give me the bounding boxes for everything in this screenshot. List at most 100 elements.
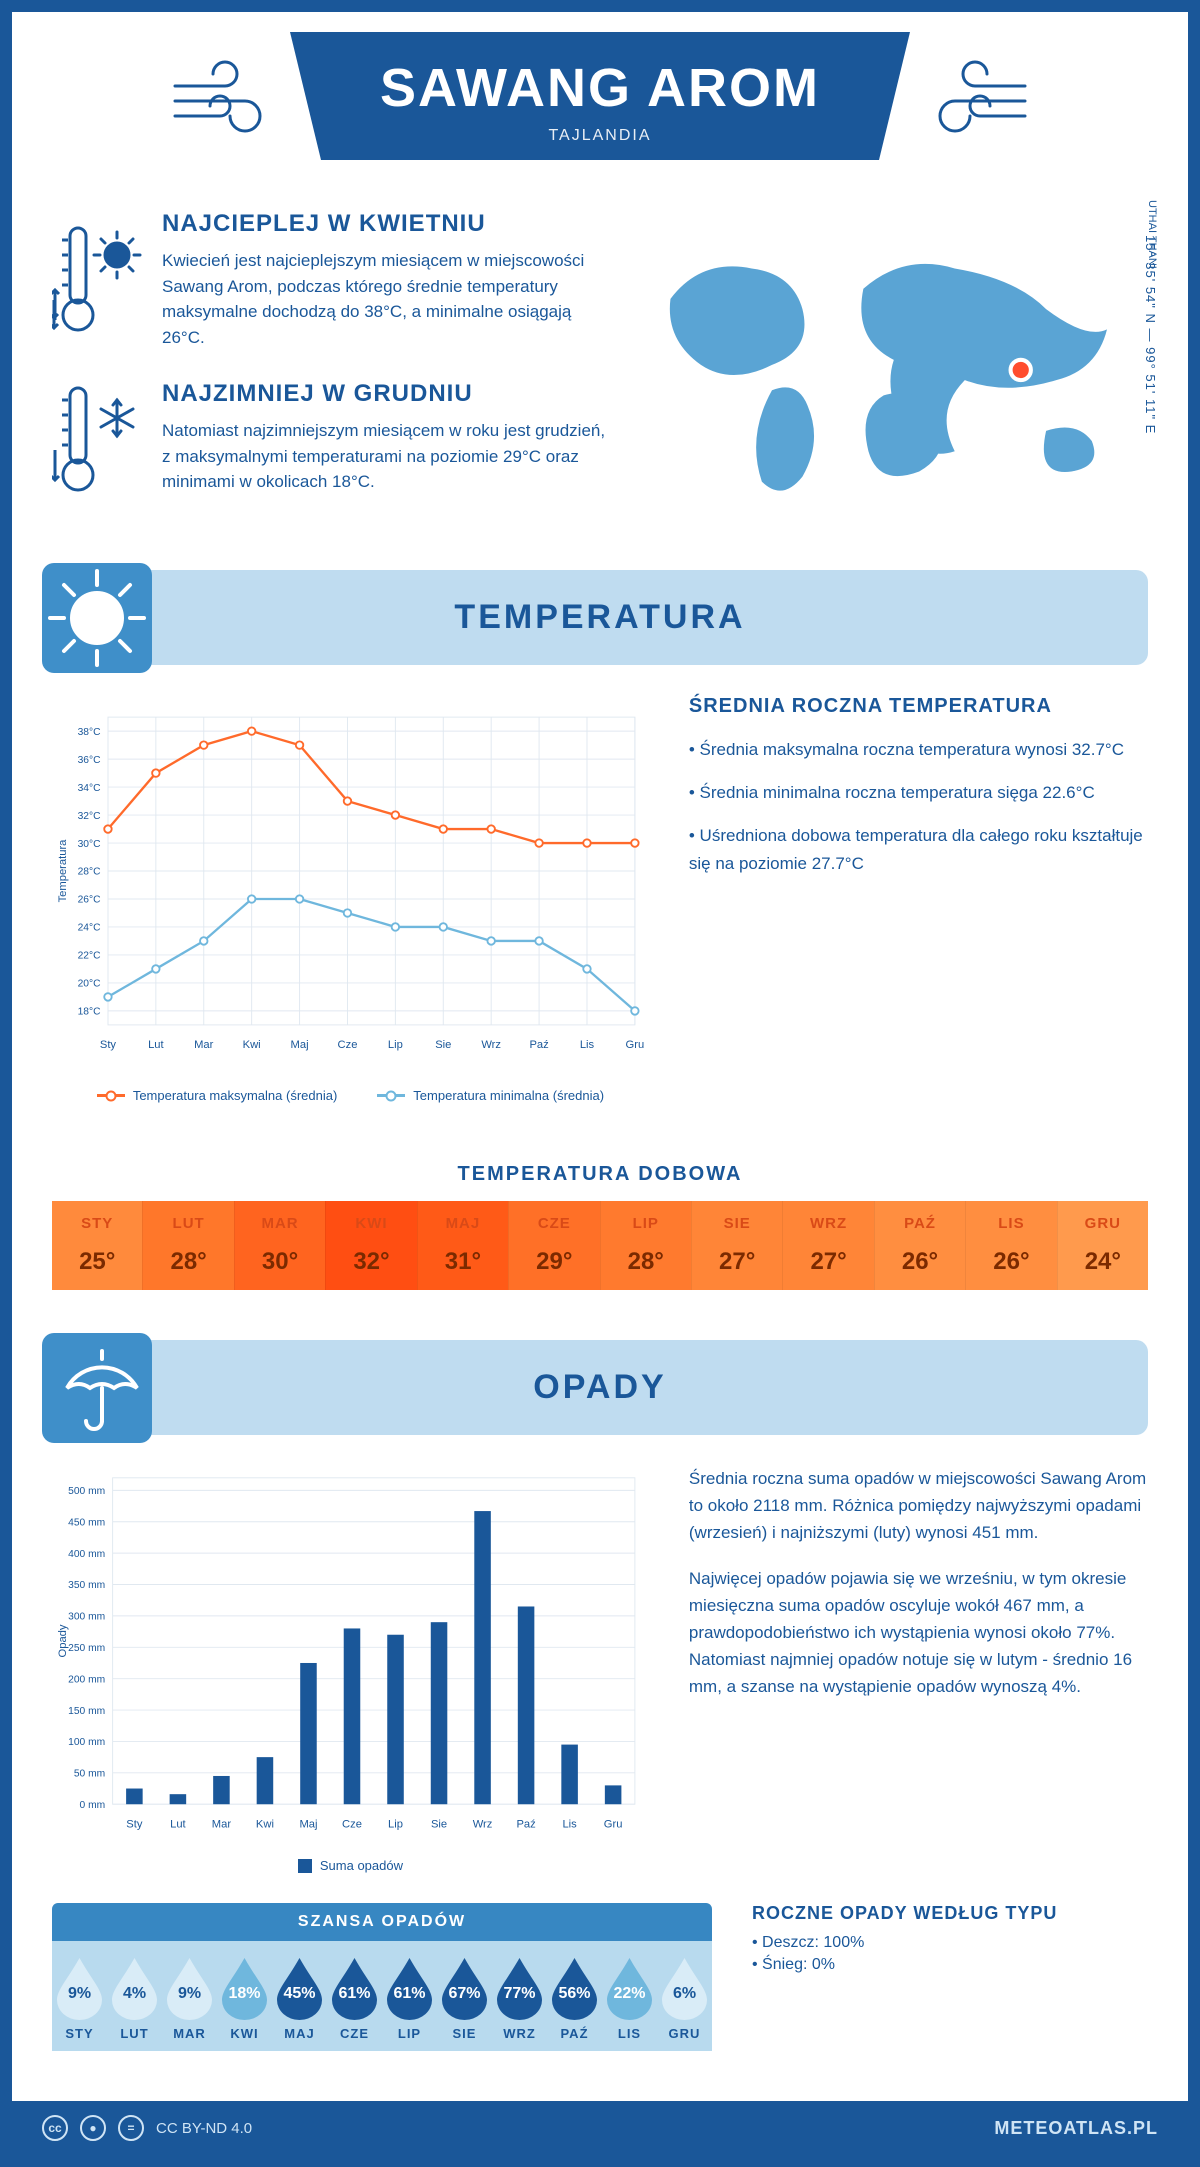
rain-chance-cell: 61% CZE	[327, 1955, 382, 2041]
by-icon: ●	[80, 2115, 106, 2141]
country-subtitle: TAJLANDIA	[350, 127, 850, 145]
svg-text:300 mm: 300 mm	[68, 1612, 105, 1623]
precip-p2: Najwięcej opadów pojawia się we wrześniu…	[689, 1565, 1148, 1701]
avg-yearly-title: ŚREDNIA ROCZNA TEMPERATURA	[689, 695, 1148, 718]
wind-icon-left	[170, 56, 290, 136]
svg-text:32°C: 32°C	[78, 811, 102, 822]
precip-heading: OPADY	[533, 1368, 666, 1406]
temperature-line-chart: 18°C20°C22°C24°C26°C28°C30°C32°C34°C36°C…	[52, 695, 649, 1103]
world-map-icon	[640, 238, 1148, 502]
svg-text:Kwi: Kwi	[243, 1039, 261, 1051]
rain-chance-cell: 9% STY	[52, 1955, 107, 2041]
precip-p1: Średnia roczna suma opadów w miejscowośc…	[689, 1465, 1148, 1547]
location-title: SAWANG AROM	[350, 57, 850, 119]
rain-chance-title: SZANSA OPADÓW	[52, 1903, 712, 1941]
svg-text:18°C: 18°C	[78, 1007, 102, 1018]
svg-text:Kwi: Kwi	[256, 1819, 274, 1831]
coordinates-label: 15° 35' 54" N — 99° 51' 11" E	[1143, 235, 1158, 434]
avg-bullet-0: • Średnia maksymalna roczna temperatura …	[689, 736, 1148, 763]
heat-cell: SIE27°	[691, 1201, 782, 1290]
heat-cell: LIP28°	[600, 1201, 691, 1290]
raindrop-icon: 77%	[492, 1955, 547, 2020]
raindrop-icon: 18%	[217, 1955, 272, 2020]
svg-text:Sie: Sie	[431, 1819, 447, 1831]
rain-chance-cell: 6% GRU	[657, 1955, 712, 2041]
svg-text:Lip: Lip	[388, 1819, 403, 1831]
svg-text:38°C: 38°C	[78, 727, 102, 738]
svg-text:24°C: 24°C	[78, 923, 102, 934]
heat-cell: MAR30°	[234, 1201, 325, 1290]
raindrop-icon: 61%	[327, 1955, 382, 2020]
license-label: CC BY-ND 4.0	[156, 2120, 252, 2137]
svg-text:150 mm: 150 mm	[68, 1706, 105, 1717]
coldest-fact: NAJZIMNIEJ W GRUDNIU Natomiast najzimnie…	[52, 380, 610, 500]
svg-text:400 mm: 400 mm	[68, 1549, 105, 1560]
raindrop-icon: 56%	[547, 1955, 602, 2020]
svg-text:Cze: Cze	[342, 1819, 362, 1831]
rain-chance-cell: 67% SIE	[437, 1955, 492, 2041]
daily-temp-title: TEMPERATURA DOBOWA	[12, 1163, 1188, 1186]
rain-chance-cell: 77% WRZ	[492, 1955, 547, 2041]
temperature-summary: ŚREDNIA ROCZNA TEMPERATURA • Średnia mak…	[689, 695, 1148, 1103]
coldest-text: Natomiast najzimniejszym miesiącem w rok…	[162, 418, 610, 495]
raindrop-icon: 9%	[52, 1955, 107, 2020]
svg-text:Maj: Maj	[299, 1819, 317, 1831]
heat-cell: LUT28°	[142, 1201, 233, 1290]
svg-text:Maj: Maj	[291, 1039, 309, 1051]
svg-text:Sty: Sty	[100, 1039, 117, 1051]
svg-text:36°C: 36°C	[78, 755, 102, 766]
location-marker-icon	[1011, 360, 1031, 380]
thermometer-snow-icon	[52, 380, 142, 500]
rain-chance-cell: 18% KWI	[217, 1955, 272, 2041]
svg-text:Temperatura: Temperatura	[57, 839, 69, 903]
svg-text:30°C: 30°C	[78, 839, 102, 850]
svg-text:20°C: 20°C	[78, 979, 102, 990]
svg-text:Gru: Gru	[626, 1039, 645, 1051]
avg-bullet-1: • Średnia minimalna roczna temperatura s…	[689, 779, 1148, 806]
temperature-section-band: TEMPERATURA	[52, 570, 1148, 665]
svg-text:22°C: 22°C	[78, 951, 102, 962]
hottest-fact: NAJCIEPLEJ W KWIETNIU Kwiecień jest najc…	[52, 210, 610, 350]
svg-text:Lut: Lut	[148, 1039, 164, 1051]
svg-text:100 mm: 100 mm	[68, 1737, 105, 1748]
svg-text:200 mm: 200 mm	[68, 1674, 105, 1685]
precip-by-type: ROCZNE OPADY WEDŁUG TYPU • Deszcz: 100% …	[752, 1903, 1148, 2051]
rain-chance-cell: 9% MAR	[162, 1955, 217, 2041]
umbrella-icon	[42, 1333, 152, 1443]
precipitation-section-band: OPADY	[52, 1340, 1148, 1435]
nd-icon: =	[118, 2115, 144, 2141]
rain-chance-cell: 45% MAJ	[272, 1955, 327, 2041]
svg-text:Wrz: Wrz	[473, 1819, 493, 1831]
coldest-title: NAJZIMNIEJ W GRUDNIU	[162, 380, 610, 408]
svg-text:0 mm: 0 mm	[80, 1800, 106, 1811]
heat-cell: GRU24°	[1057, 1201, 1148, 1290]
svg-text:Mar: Mar	[194, 1039, 214, 1051]
svg-text:Cze: Cze	[338, 1039, 358, 1051]
wind-icon-right	[910, 56, 1030, 136]
rain-chance-cell: 4% LUT	[107, 1955, 162, 2041]
svg-text:250 mm: 250 mm	[68, 1643, 105, 1654]
heat-cell: KWI32°	[325, 1201, 416, 1290]
temperature-legend: Temperatura maksymalna (średnia) Tempera…	[52, 1088, 649, 1103]
world-map-block: UTHAI THANI 15° 35' 54" N — 99° 51' 11" …	[640, 210, 1148, 530]
precipitation-bar-chart: 0 mm 50 mm 100 mm 150 mm 200 mm 250 mm 300 mm 3…	[52, 1465, 649, 1873]
svg-text:Paź: Paź	[529, 1039, 549, 1051]
heat-cell: PAŹ26°	[874, 1201, 965, 1290]
header: SAWANG AROM TAJLANDIA	[12, 12, 1188, 190]
precip-type-rain: • Deszcz: 100%	[752, 1934, 1148, 1952]
thermometer-sun-icon	[52, 210, 142, 350]
site-name: METEOATLAS.PL	[994, 2118, 1158, 2139]
hottest-title: NAJCIEPLEJ W KWIETNIU	[162, 210, 610, 238]
svg-text:50 mm: 50 mm	[74, 1769, 105, 1780]
daily-temp-heatbar: STY25°LUT28°MAR30°KWI32°MAJ31°CZE29°LIP2…	[52, 1201, 1148, 1290]
raindrop-icon: 45%	[272, 1955, 327, 2020]
svg-text:350 mm: 350 mm	[68, 1580, 105, 1591]
svg-text:Lut: Lut	[170, 1819, 186, 1831]
heat-cell: WRZ27°	[782, 1201, 873, 1290]
svg-text:450 mm: 450 mm	[68, 1517, 105, 1528]
svg-text:Opady: Opady	[57, 1624, 69, 1657]
raindrop-icon: 4%	[107, 1955, 162, 2020]
heat-cell: LIS26°	[965, 1201, 1056, 1290]
rain-chance-cell: 56% PAŹ	[547, 1955, 602, 2041]
raindrop-icon: 22%	[602, 1955, 657, 2020]
